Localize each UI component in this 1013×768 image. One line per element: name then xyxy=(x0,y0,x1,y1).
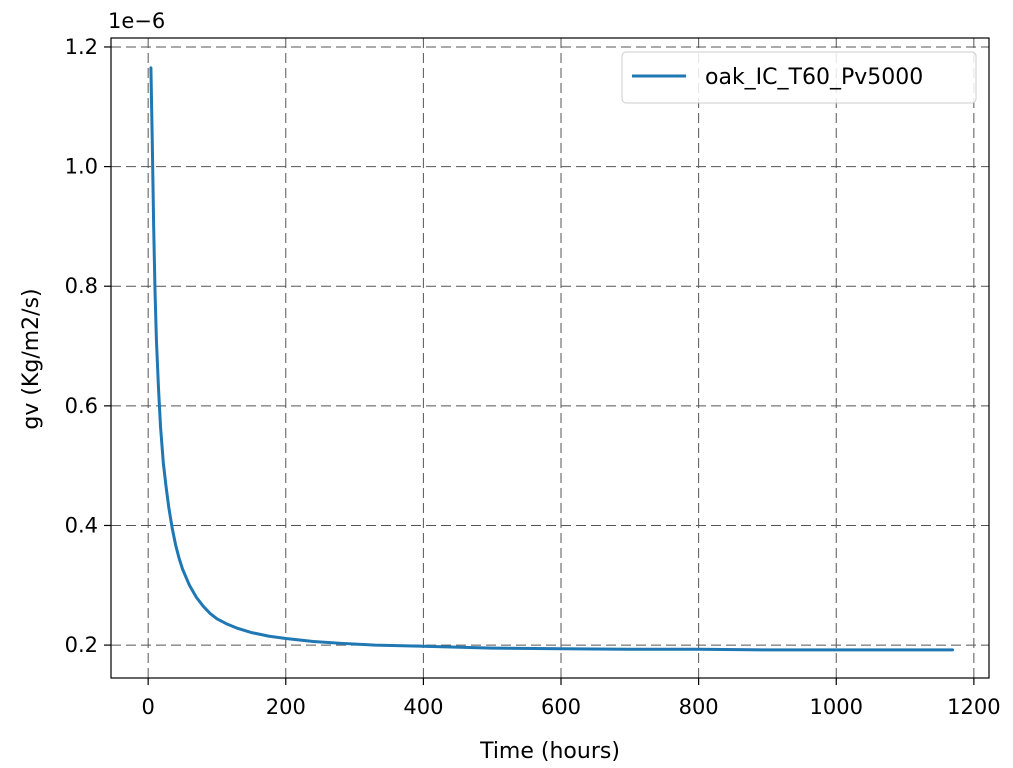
x-tick-label: 0 xyxy=(141,695,154,719)
y-axis-label: gv (Kg/m2/s) xyxy=(19,288,44,429)
x-tick-label: 400 xyxy=(403,695,443,719)
x-tick-label: 600 xyxy=(541,695,581,719)
legend-box xyxy=(621,51,977,104)
legend: oak_IC_T60_Pv5000 xyxy=(621,51,977,104)
y-tick-label: 1.2 xyxy=(65,35,98,59)
axes-frame xyxy=(110,37,990,679)
tick-marks xyxy=(104,46,975,685)
x-tick-label: 200 xyxy=(266,695,306,719)
y-tick-label: 0.4 xyxy=(65,513,98,537)
y-tick-label: 0.6 xyxy=(65,394,98,418)
x-tick-label: 1000 xyxy=(810,695,863,719)
legend-label: oak_IC_T60_Pv5000 xyxy=(705,65,923,90)
x-tick-label: 1200 xyxy=(947,695,1000,719)
y-tick-label: 0.8 xyxy=(65,274,98,298)
x-axis-label: Time (hours) xyxy=(479,739,620,764)
y-tick-label: 1.0 xyxy=(65,155,98,179)
x-tick-labels: 0 200 400 600 800 1000 1200 xyxy=(141,695,1000,719)
series-line xyxy=(149,66,955,652)
y-tick-label: 0.2 xyxy=(65,633,98,657)
y-offset-label: 1e−6 xyxy=(108,9,165,33)
series-layer xyxy=(149,66,955,652)
x-tick-label: 800 xyxy=(679,695,719,719)
y-tick-labels: 0.2 0.4 0.6 0.8 1.0 1.2 xyxy=(65,35,98,657)
grid-lines xyxy=(111,38,989,678)
